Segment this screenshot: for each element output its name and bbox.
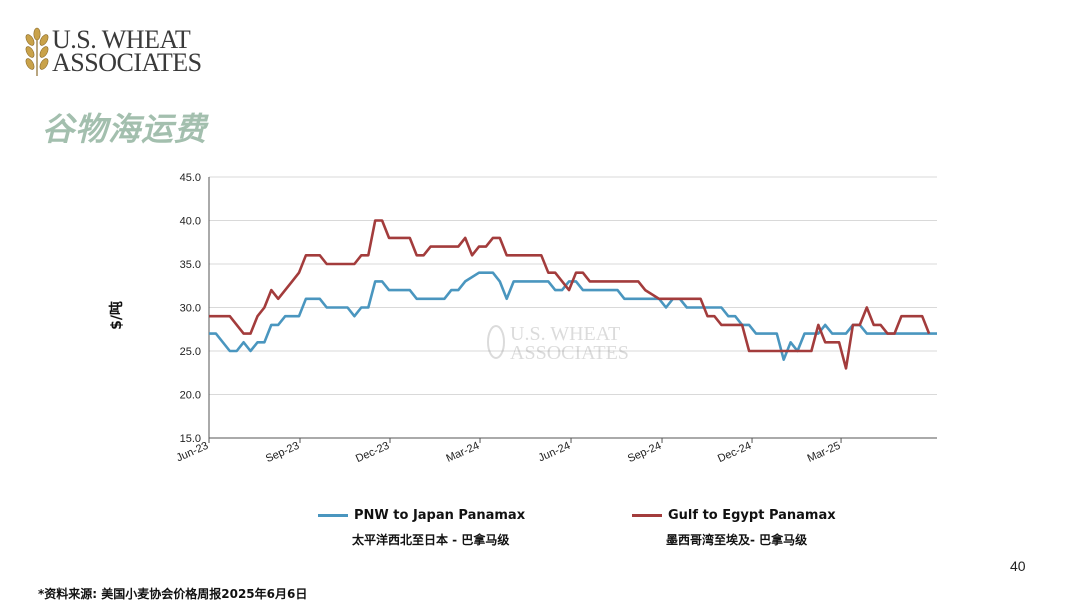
legend-pnw-swatch — [318, 514, 348, 517]
legend-gulf: Gulf to Egypt Panamax — [632, 508, 836, 523]
source-note: *资料来源: 美国小麦协会价格周报2025年6月6日 — [38, 587, 308, 601]
y-axis-label: $/吨 — [108, 301, 125, 330]
y-tick-label: 15.0 — [180, 433, 201, 445]
legend-pnw-subtitle: 太平洋西北至日本 - 巴拿马级 — [352, 533, 510, 547]
watermark-wheat-icon — [487, 325, 505, 359]
y-tick-label: 30.0 — [180, 303, 201, 315]
series-line-gulf — [209, 219, 931, 370]
x-tick-label: Jun-24 — [537, 440, 573, 465]
x-tick-label: Mar-25 — [806, 440, 843, 465]
page-number: 40 — [1010, 558, 1026, 574]
x-tick-label: Sep-23 — [264, 440, 301, 465]
logo-line-2: ASSOCIATES — [52, 48, 202, 77]
y-tick-label: 45.0 — [180, 172, 201, 184]
x-tick-label: Mar-24 — [445, 440, 482, 465]
wheat-logo-icon — [25, 27, 49, 76]
legend-gulf-swatch — [632, 514, 662, 517]
y-tick-label: 35.0 — [180, 259, 201, 271]
y-tick-label: 25.0 — [180, 346, 201, 358]
legend-pnw-label: PNW to Japan Panamax — [354, 508, 526, 523]
legend-pnw: PNW to Japan Panamax — [318, 508, 525, 523]
page-title: 谷物海运费 — [42, 110, 208, 148]
legend-gulf-label: Gulf to Egypt Panamax — [668, 508, 836, 523]
logo-text: U.S. WHEAT ASSOCIATES — [52, 25, 202, 77]
legend-gulf-subtitle: 墨西哥湾至埃及- 巴拿马级 — [666, 533, 808, 547]
y-tick-label: 40.0 — [180, 216, 201, 228]
series-line-pnw — [209, 271, 937, 362]
watermark-line-2: ASSOCIATES — [510, 342, 629, 364]
logo-line-1: U.S. WHEAT — [52, 25, 191, 54]
x-tick-label: Sep-24 — [626, 440, 663, 465]
x-tick-label: Dec-24 — [716, 440, 753, 465]
watermark-line-1: U.S. WHEAT — [510, 323, 620, 345]
x-tick-label: Dec-23 — [354, 440, 391, 465]
y-tick-label: 20.0 — [180, 390, 201, 402]
